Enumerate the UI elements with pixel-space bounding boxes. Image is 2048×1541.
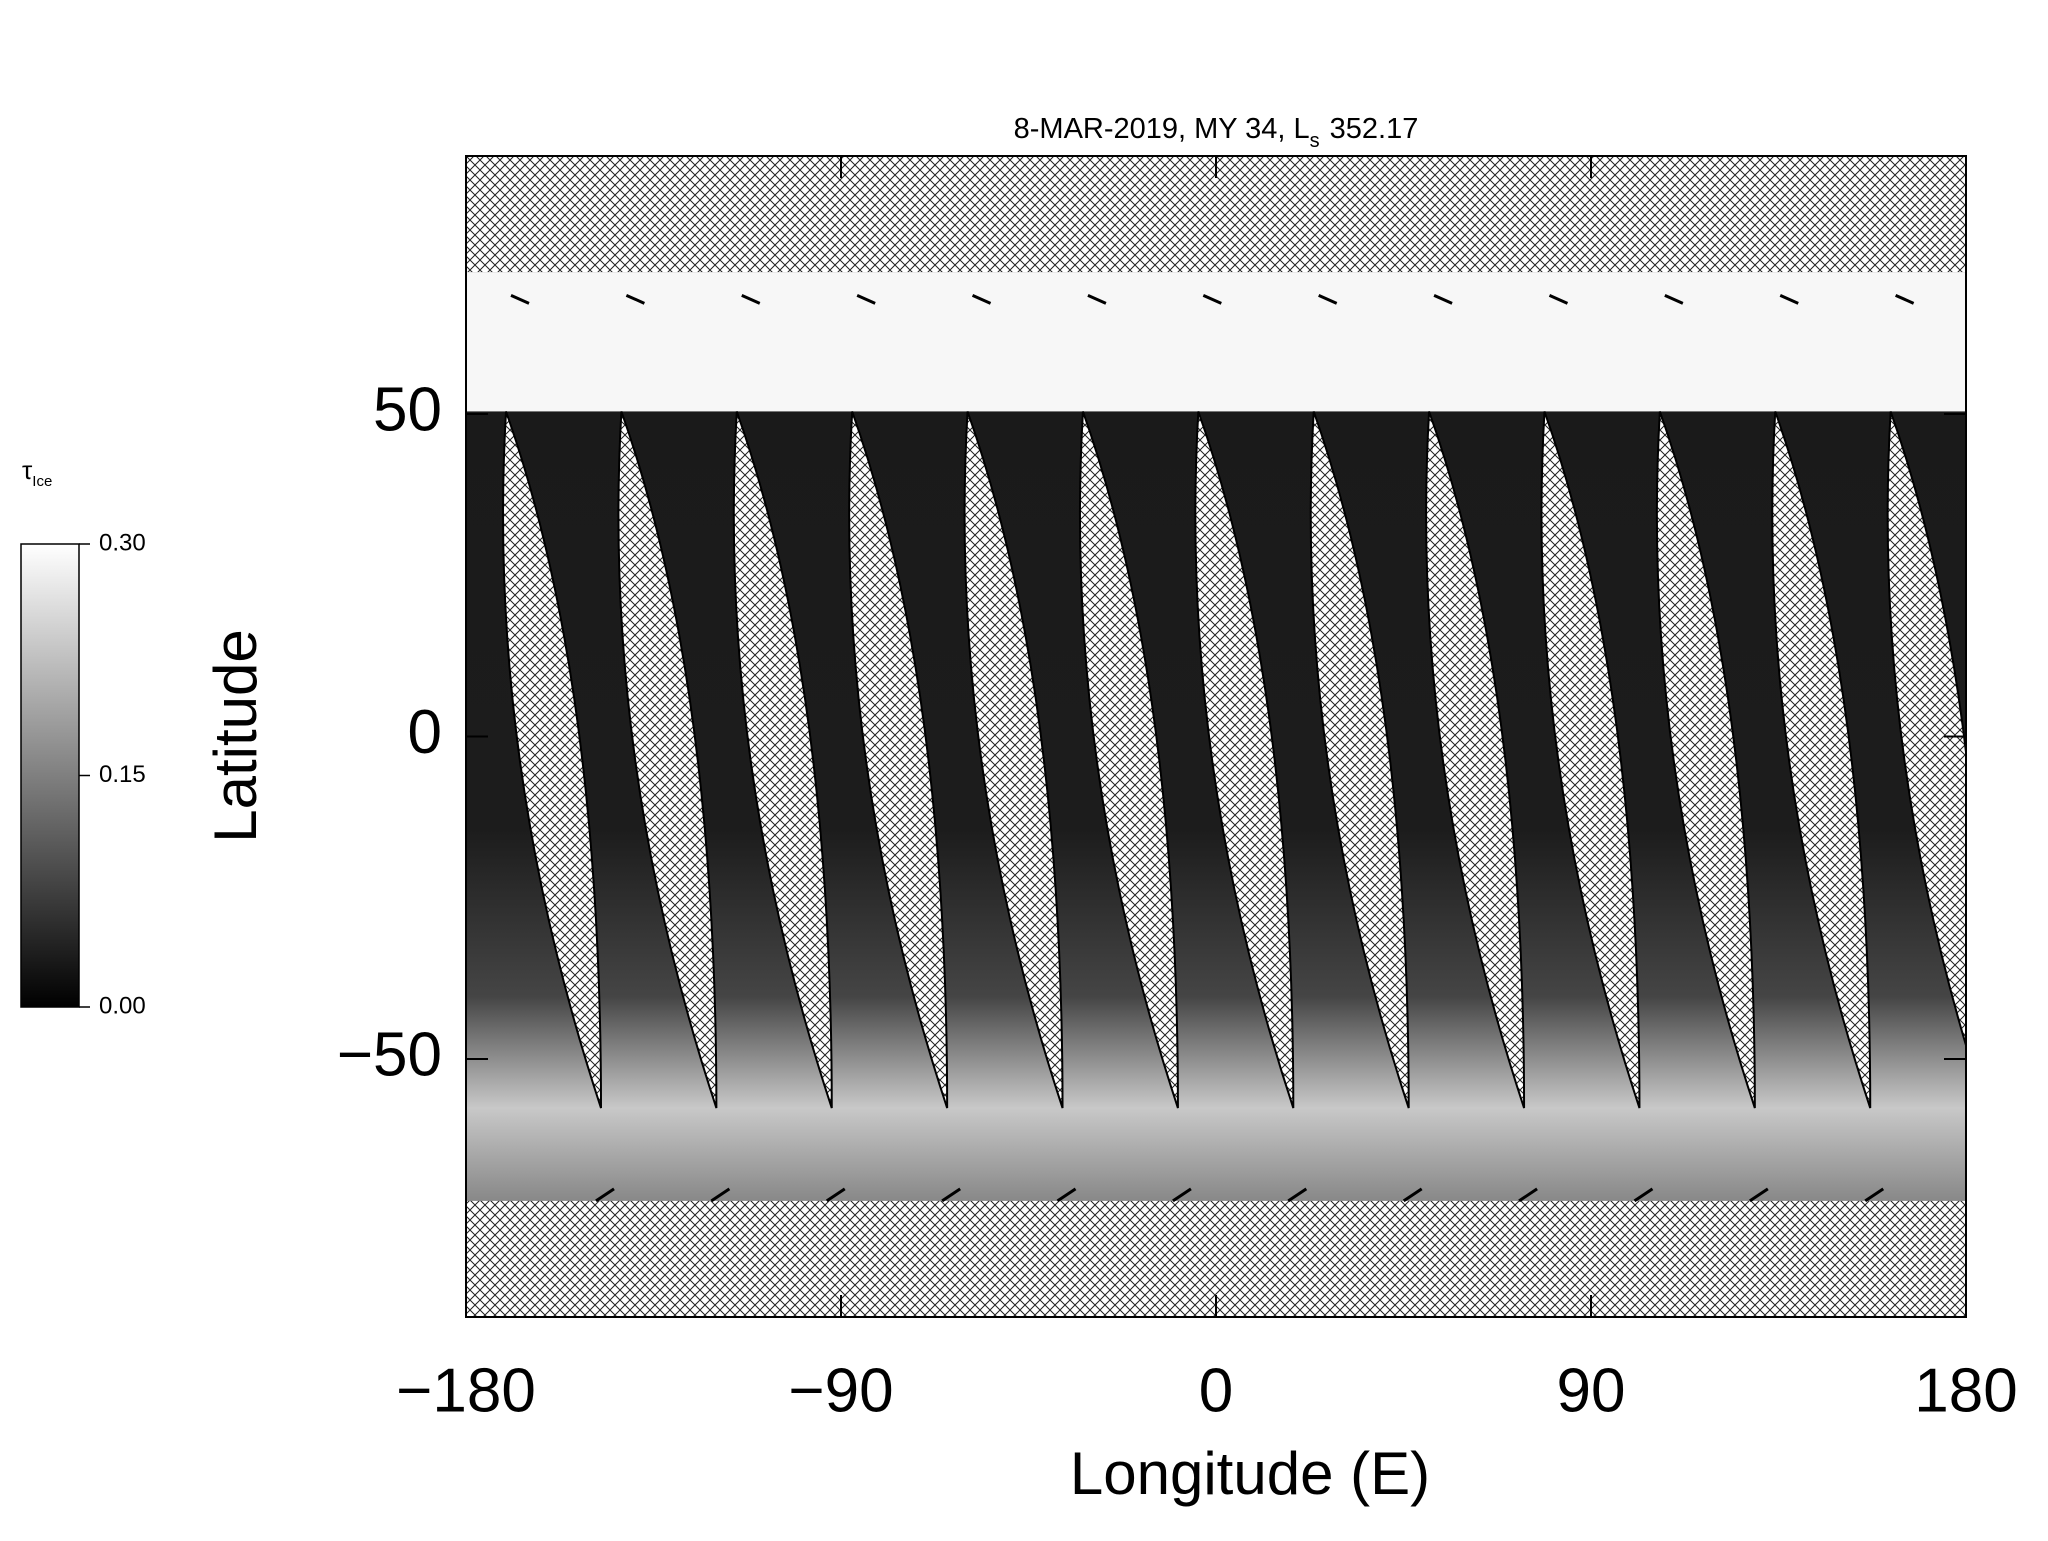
y-tick-label: 50	[373, 375, 442, 444]
y-tick-label: −50	[337, 1020, 442, 1089]
data-gap	[963, 411, 1064, 1109]
data-gap	[1194, 411, 1295, 1109]
title-subscript: s	[1310, 130, 1320, 152]
data-gap	[732, 411, 833, 1109]
colorbar-tick-label: 0.30	[99, 529, 146, 556]
x-tick-label: −90	[788, 1356, 893, 1425]
title-text: 8-MAR-2019, MY 34, L	[1014, 113, 1310, 145]
x-tick-label: 90	[1557, 1356, 1626, 1425]
swath-edge	[1548, 293, 1654, 1203]
swath-edge	[1318, 293, 1423, 1203]
data-gap	[1309, 411, 1410, 1109]
data-gap	[502, 411, 602, 1109]
swath-edge	[856, 293, 961, 1203]
swath-edge	[625, 293, 731, 1203]
data-gap	[1078, 411, 1179, 1109]
swath-edge	[1664, 293, 1769, 1203]
chart-title: 8-MAR-2019, MY 34, Ls 352.17	[1014, 113, 1419, 153]
colorbar-label-text: τ	[22, 455, 33, 485]
data-gap	[1540, 411, 1641, 1109]
x-axis-label: Longitude (E)	[1070, 1440, 1430, 1507]
title-suffix: 352.17	[1330, 113, 1419, 145]
data-gap	[1886, 411, 1966, 1049]
swath-edge	[1433, 293, 1538, 1203]
x-tick-label: −180	[396, 1356, 536, 1425]
x-tick-label: 180	[1914, 1356, 2017, 1425]
data-gap	[848, 411, 949, 1109]
colorbar	[20, 543, 80, 1008]
y-axis-label: Latitude	[202, 629, 269, 843]
swath-edge	[1202, 293, 1308, 1203]
polar-cap	[466, 272, 1966, 412]
data-gap	[1425, 411, 1526, 1109]
x-tick-label: 0	[1199, 1356, 1233, 1425]
swath-edge	[741, 293, 846, 1203]
swath-edge	[510, 293, 615, 1203]
swath-edge	[971, 293, 1077, 1203]
swath-edge	[1087, 293, 1192, 1203]
swath-edge	[1895, 293, 1915, 305]
y-tick-label: 0	[408, 698, 442, 767]
colorbar-tick-label: 0.00	[99, 992, 146, 1019]
swath-edge	[1779, 293, 1885, 1203]
map-image	[466, 156, 1966, 1317]
data-gap	[1655, 411, 1756, 1109]
colorbar-label: τIce	[22, 455, 52, 490]
data-gap	[617, 411, 718, 1109]
colorbar-tick-label: 0.15	[99, 761, 146, 788]
data-gap	[1771, 411, 1872, 1109]
colorbar-label-subscript: Ice	[32, 473, 52, 490]
